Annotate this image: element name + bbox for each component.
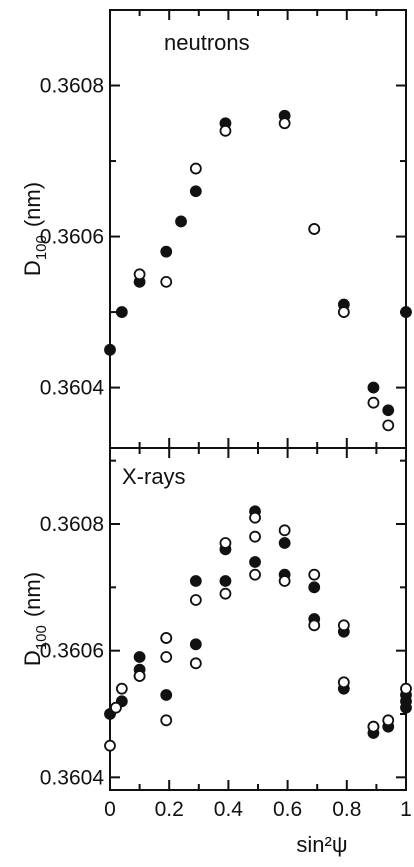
y-axis-label-neutrons: D100(nm) — [20, 182, 50, 276]
panel-neutrons: 0.3604 0.3606 0.3608 neutrons D100(nm) — [20, 9, 412, 449]
filled-point-xrays — [133, 651, 146, 663]
plot-frame-xrays — [109, 447, 407, 791]
y-axis-label-xrays: D100(nm) — [20, 572, 50, 666]
open-point-xrays — [115, 682, 128, 695]
x-axis-label: sin²ψ — [296, 832, 347, 857]
filled-point-xrays — [189, 638, 202, 651]
open-point-neutrons — [189, 162, 202, 175]
y-tick-label-xrays: 0.3608 — [40, 513, 104, 536]
open-point-xrays — [400, 682, 412, 695]
open-point-xrays — [249, 530, 261, 543]
filled-point-xrays — [308, 581, 321, 594]
open-point-neutrons — [133, 268, 146, 281]
x-tick-label: 0 — [104, 798, 116, 821]
x-tick-label: 0.4 — [214, 798, 244, 821]
open-point-xrays — [189, 594, 202, 606]
filled-point-xrays — [278, 537, 291, 549]
filled-point-xrays — [189, 575, 202, 587]
open-point-neutrons — [278, 117, 291, 130]
open-point-xrays — [337, 619, 350, 632]
open-point-xrays — [249, 568, 261, 581]
open-point-xrays — [278, 524, 291, 537]
open-point-xrays — [278, 575, 291, 587]
filled-point-neutrons — [115, 306, 128, 318]
panel-title-xrays: X-rays — [122, 464, 186, 489]
filled-point-neutrons — [104, 343, 116, 356]
filled-point-xrays — [219, 575, 232, 587]
open-point-xrays — [308, 568, 321, 581]
plot-frame-neutrons — [109, 9, 407, 449]
open-point-xrays — [110, 701, 122, 714]
filled-point-neutrons — [367, 381, 380, 394]
filled-point-xrays — [249, 556, 261, 568]
open-point-xrays — [249, 511, 261, 524]
panel-xrays: 0.3604 0.3606 0.3608 X-rays D100(nm) 0 0.2 0.4 0… — [20, 447, 412, 857]
y-tick-label-neutrons: 0.3608 — [40, 75, 104, 98]
panel-title-neutrons: neutrons — [164, 30, 250, 55]
open-point-neutrons — [160, 275, 173, 288]
open-point-xrays — [308, 619, 321, 632]
y-tick-label-xrays: 0.3606 — [40, 640, 104, 663]
open-point-xrays — [219, 587, 232, 600]
filled-point-xrays — [160, 689, 173, 701]
open-point-neutrons — [382, 419, 395, 432]
filled-point-neutrons — [189, 185, 202, 198]
open-point-xrays — [104, 739, 116, 752]
open-point-neutrons — [337, 306, 350, 318]
x-tick-label: 0.6 — [273, 798, 302, 821]
chart-panels: 0.36040.36060.3608neutronsD100(nm)0.3604… — [20, 9, 412, 857]
open-point-neutrons — [219, 124, 232, 137]
y-tick-label-xrays: 0.3604 — [40, 766, 105, 789]
open-point-neutrons — [367, 396, 380, 409]
open-point-xrays — [219, 537, 232, 549]
open-point-xrays — [160, 714, 173, 727]
open-point-xrays — [160, 651, 173, 663]
y-tick-label-neutrons: 0.3606 — [40, 226, 104, 249]
open-point-xrays — [189, 657, 202, 670]
x-tick-label: 0.2 — [155, 798, 184, 821]
open-point-xrays — [160, 632, 173, 644]
y-tick-label-neutrons: 0.3604 — [40, 377, 105, 400]
open-point-neutrons — [308, 223, 321, 235]
filled-point-neutrons — [175, 215, 187, 228]
open-point-xrays — [133, 670, 146, 682]
filled-point-neutrons — [160, 245, 173, 258]
open-point-xrays — [382, 714, 395, 727]
filled-point-neutrons — [400, 306, 412, 318]
open-point-xrays — [337, 676, 350, 689]
open-point-xrays — [367, 720, 380, 733]
filled-point-neutrons — [382, 404, 395, 417]
x-tick-label: 1 — [400, 798, 412, 821]
x-tick-label: 0.8 — [332, 798, 361, 821]
